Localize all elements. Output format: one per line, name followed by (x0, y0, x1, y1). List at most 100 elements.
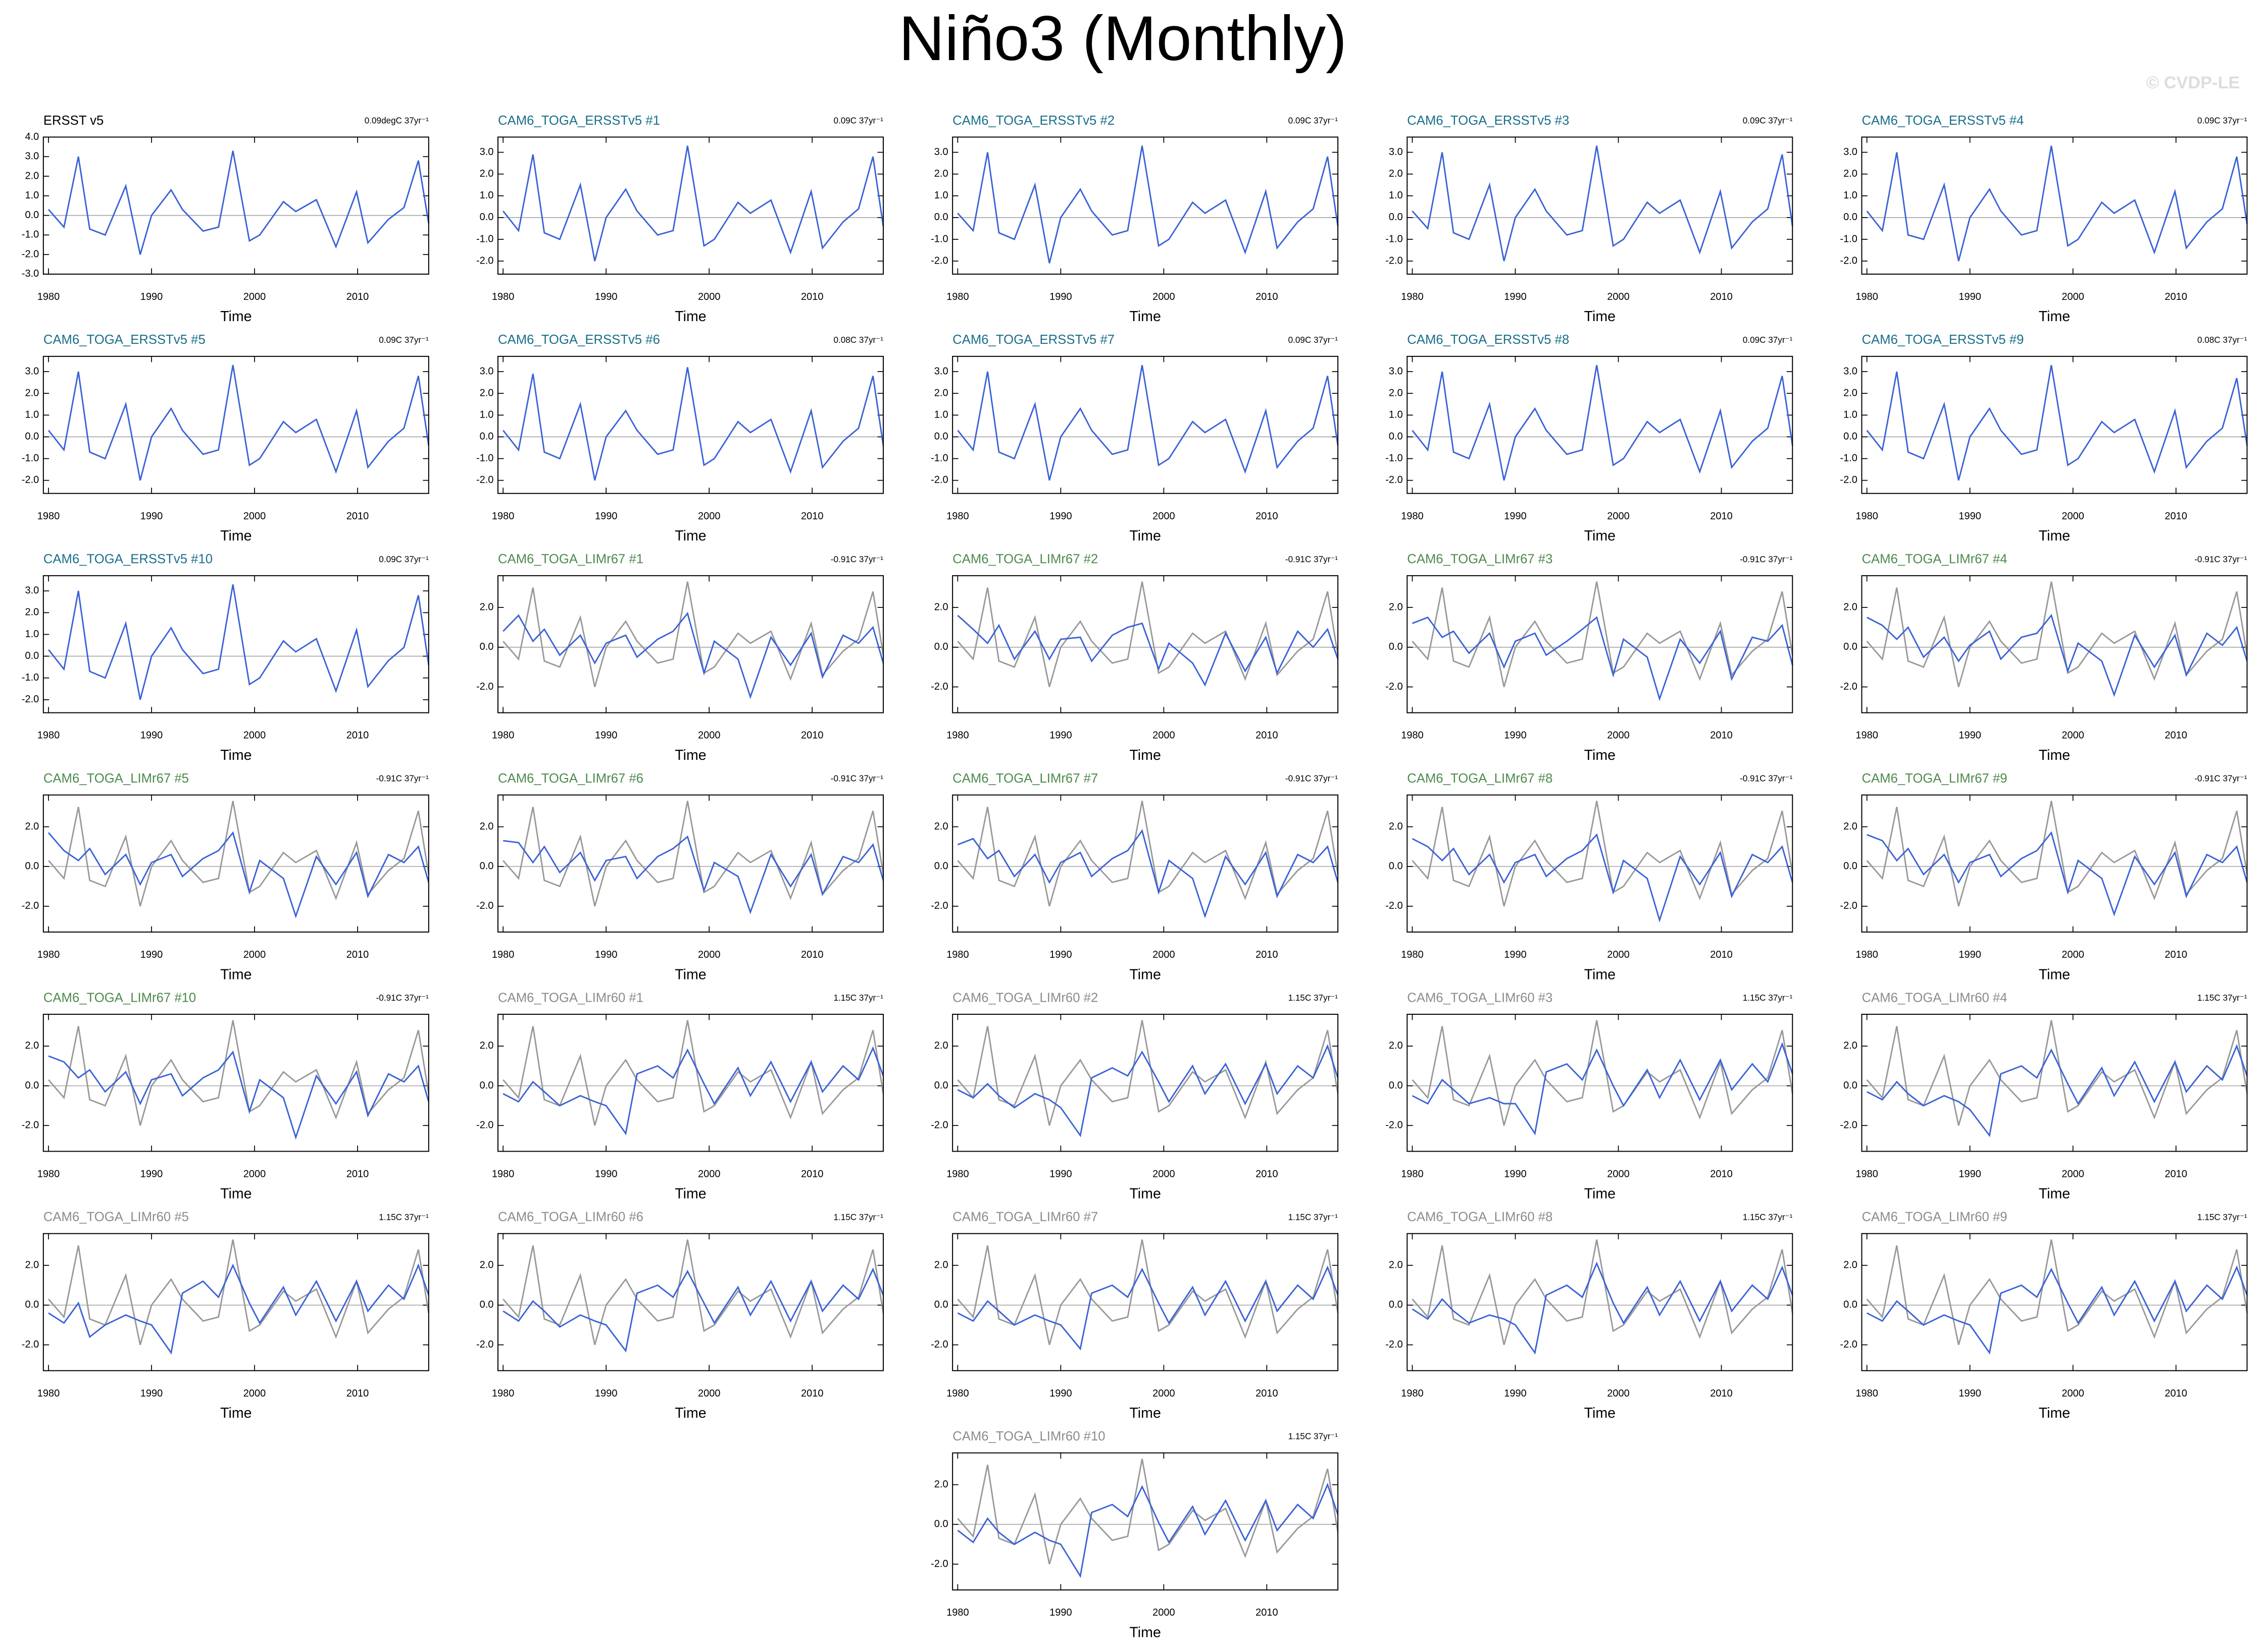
x-tick-label: 1990 (1504, 1388, 1527, 1399)
x-axis-label: Time (675, 747, 706, 763)
y-tick-label: -2.0 (22, 694, 39, 705)
x-axis-label: Time (675, 1186, 706, 1202)
panel-subtitle: -0.91C 37yr⁻¹ (831, 554, 884, 564)
panel-subtitle: 0.08C 37yr⁻¹ (2197, 335, 2247, 345)
x-tick-label: 2010 (801, 1168, 823, 1179)
data-line (47, 150, 430, 255)
y-tick-label: -2.0 (1840, 255, 1857, 266)
y-tick-label: 2.0 (1389, 601, 1403, 612)
y-tick-label: -2.0 (931, 475, 948, 486)
x-tick-label: 2000 (698, 1388, 721, 1399)
x-tick-label: 1990 (1958, 949, 1981, 960)
data-line (1412, 581, 1793, 687)
y-tick-label: -2.0 (931, 681, 948, 692)
y-tick-label: -2.0 (1385, 255, 1402, 266)
panel-subtitle: 1.15C 37yr⁻¹ (1288, 993, 1338, 1003)
x-tick-label: 1990 (1049, 291, 1072, 302)
y-tick-label: 0.0 (934, 860, 948, 871)
y-tick-label: 0.0 (934, 1299, 948, 1310)
panel: CAM6_TOGA_LIMr60 #9 1.15C 37yr⁻¹ -2.0 0.0 2.… (1840, 1210, 2248, 1421)
x-axis-label: Time (1129, 528, 1161, 544)
x-tick-label: 1990 (1049, 1168, 1072, 1179)
panel-title: CAM6_TOGA_LIMr60 #3 (1407, 991, 1552, 1005)
y-tick-label: -1.0 (1840, 453, 1857, 464)
panel: CAM6_TOGA_ERSSTv5 #10 0.09C 37yr⁻¹ -2.0 -1.… (22, 552, 430, 763)
panel: CAM6_TOGA_LIMr60 #2 1.15C 37yr⁻¹ -2.0 0.0 2.… (931, 991, 1339, 1202)
x-tick-label: 1980 (492, 1168, 514, 1179)
panel: CAM6_TOGA_LIMr67 #7 -0.91C 37yr⁻¹ -2.0 0.0 2… (931, 771, 1339, 983)
y-tick-label: 0.0 (1843, 860, 1857, 871)
data-line (1412, 365, 1793, 481)
x-axis-label: Time (220, 747, 252, 763)
plot-frame (497, 1013, 884, 1152)
y-tick-label: -2.0 (1840, 900, 1857, 911)
panel-title: CAM6_TOGA_LIMr67 #5 (43, 771, 189, 786)
plot-frame (42, 136, 429, 275)
x-tick-label: 2010 (1710, 510, 1733, 522)
x-tick-label: 1990 (140, 1168, 163, 1179)
x-axis-label: Time (1584, 528, 1616, 544)
panel: CAM6_TOGA_ERSSTv5 #2 0.09C 37yr⁻¹ -2.0 -1.0… (931, 114, 1339, 325)
x-tick-label: 2000 (698, 730, 721, 741)
panel-subtitle: 0.09degC 37yr⁻¹ (365, 116, 429, 126)
panel-title: CAM6_TOGA_LIMr60 #2 (952, 991, 1098, 1005)
x-tick-label: 2010 (1710, 1168, 1733, 1179)
y-tick-label: 2.0 (934, 1479, 948, 1490)
y-tick-label: 0.0 (25, 1080, 39, 1091)
y-tick-label: 1.0 (480, 190, 494, 201)
x-tick-label: 2000 (1607, 949, 1630, 960)
x-tick-label: 2000 (2061, 730, 2084, 741)
x-axis-label: Time (675, 1405, 706, 1421)
x-tick-label: 1990 (1504, 730, 1527, 741)
y-tick-label: -2.0 (1385, 681, 1402, 692)
x-tick-label: 2000 (1152, 1168, 1175, 1179)
x-tick-label: 1990 (595, 730, 617, 741)
x-tick-label: 1990 (1504, 1168, 1527, 1179)
x-tick-label: 2000 (243, 730, 266, 741)
x-tick-label: 2010 (1710, 730, 1733, 741)
x-tick-label: 1990 (595, 949, 617, 960)
panel-subtitle: 0.09C 37yr⁻¹ (1743, 116, 1793, 126)
y-tick-label: 2.0 (1843, 168, 1857, 179)
data-line (1867, 1044, 2248, 1138)
plot-frame (1406, 355, 1793, 494)
data-line (503, 835, 884, 914)
x-tick-label: 1980 (492, 1388, 514, 1399)
data-line (957, 614, 1339, 687)
x-tick-label: 1990 (1504, 291, 1527, 302)
panel-subtitle: 0.09C 37yr⁻¹ (1288, 335, 1338, 345)
panel-subtitle: 1.15C 37yr⁻¹ (1743, 993, 1793, 1003)
y-tick-label: 0.0 (480, 212, 494, 223)
x-axis-label: Time (1129, 966, 1161, 983)
x-tick-label: 1980 (37, 730, 60, 741)
panel-title: CAM6_TOGA_LIMr60 #10 (952, 1429, 1105, 1443)
y-tick-label: -2.0 (476, 900, 493, 911)
panel-subtitle: 0.09C 37yr⁻¹ (1288, 116, 1338, 126)
y-tick-label: 2.0 (1843, 601, 1857, 612)
y-tick-label: -2.0 (931, 255, 948, 266)
y-tick-label: -2.0 (931, 1339, 948, 1350)
x-tick-label: 2000 (243, 291, 266, 302)
x-tick-label: 2000 (698, 291, 721, 302)
x-tick-label: 2010 (1710, 1388, 1733, 1399)
x-tick-label: 1990 (1049, 1388, 1072, 1399)
y-tick-label: 1.0 (25, 190, 39, 201)
y-tick-label: 3.0 (1843, 146, 1857, 158)
x-tick-label: 2000 (2061, 1168, 2084, 1179)
x-tick-label: 1990 (1049, 510, 1072, 522)
y-tick-label: -2.0 (22, 900, 39, 911)
x-axis-label: Time (2039, 308, 2070, 325)
y-tick-label: 0.0 (25, 650, 39, 661)
x-tick-label: 2000 (1152, 510, 1175, 522)
x-tick-label: 1980 (1855, 1168, 1878, 1179)
y-tick-label: -1.0 (22, 229, 39, 240)
x-tick-label: 1980 (1401, 730, 1424, 741)
y-tick-label: 2.0 (934, 601, 948, 612)
x-tick-label: 2010 (1255, 730, 1278, 741)
panel-subtitle: -0.91C 37yr⁻¹ (2194, 773, 2247, 784)
data-line (502, 1046, 884, 1135)
panel: CAM6_TOGA_ERSSTv5 #7 0.09C 37yr⁻¹ -2.0 -1.0… (931, 333, 1339, 544)
y-tick-label: 0.0 (1389, 1080, 1403, 1091)
plot-frame (1861, 136, 2248, 275)
